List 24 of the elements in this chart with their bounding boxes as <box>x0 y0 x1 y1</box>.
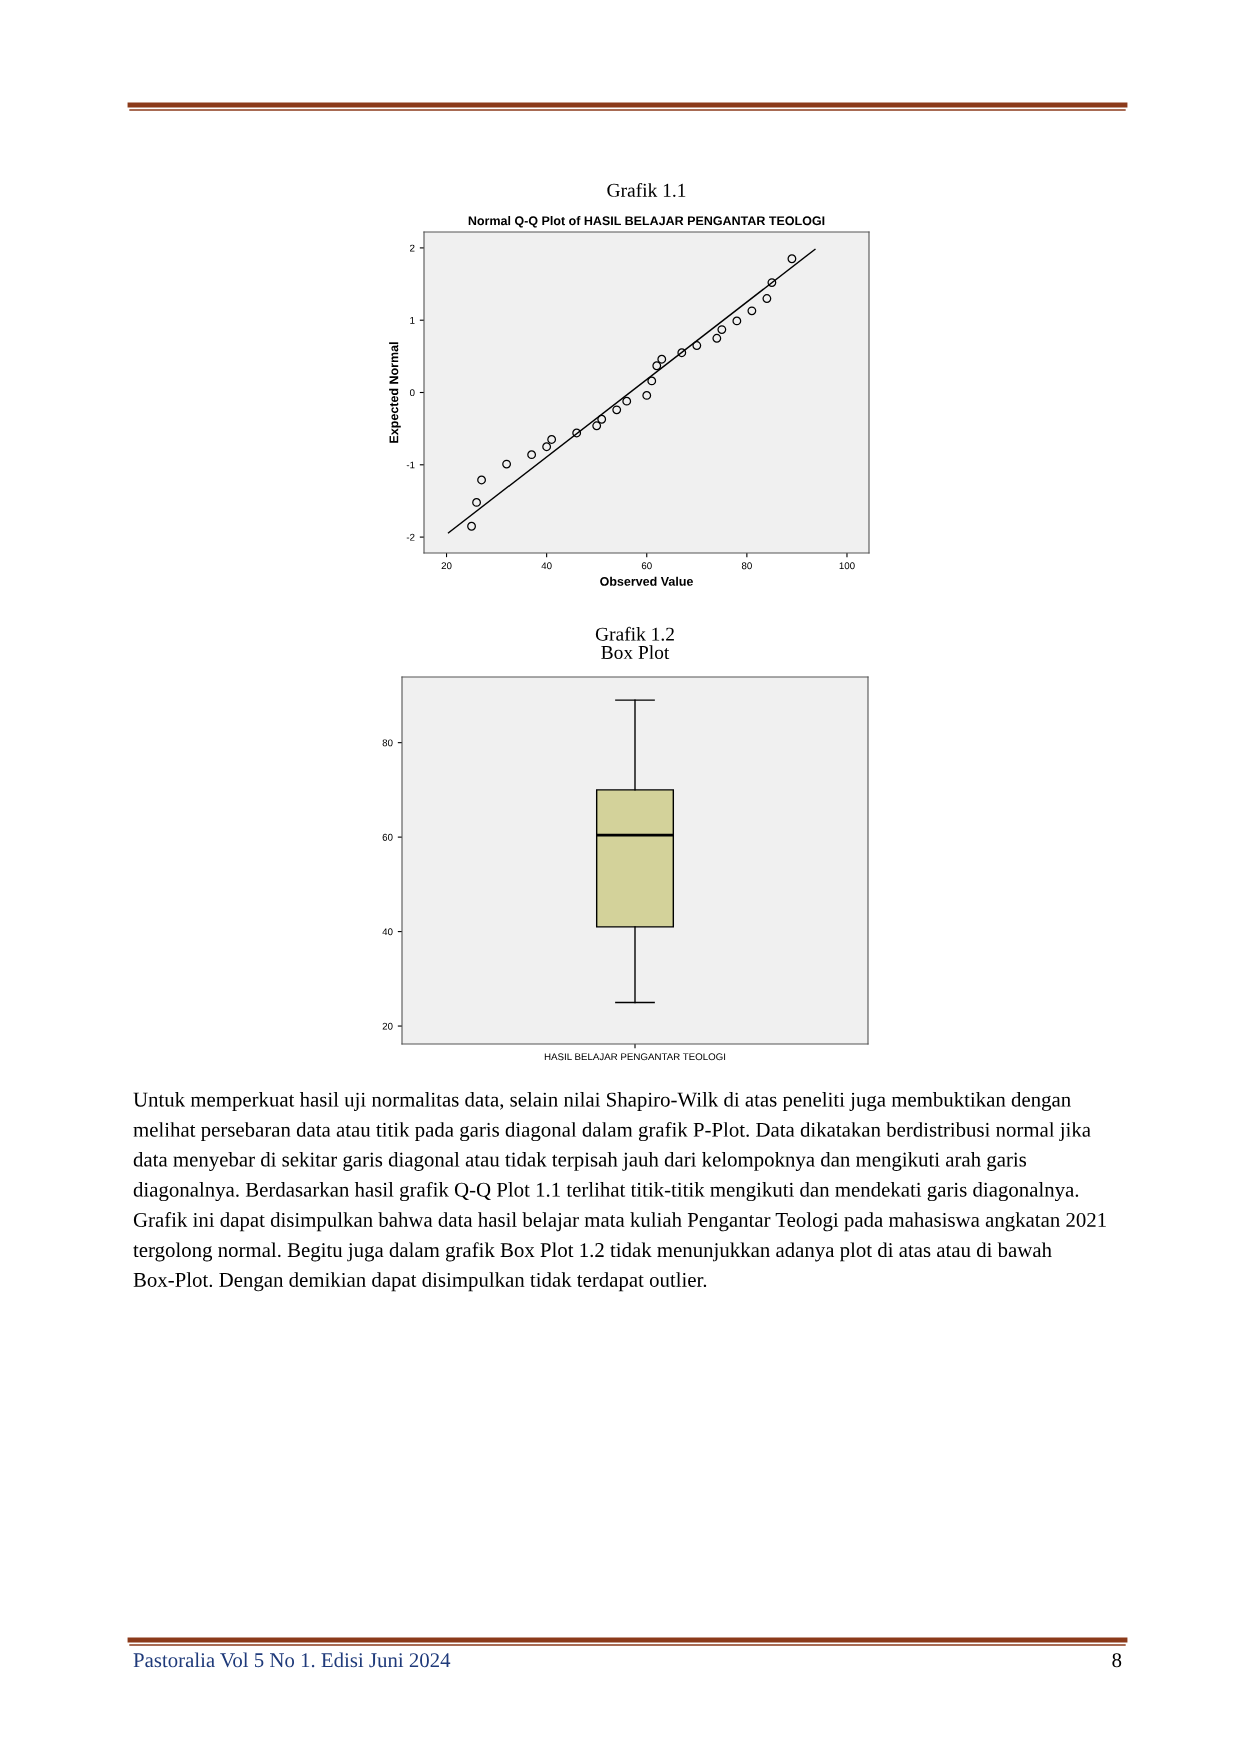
chart-subtitle: Box Plot <box>601 645 670 660</box>
x-tick-label: HASIL BELAJAR PENGANTAR TEOLOGI <box>544 1053 726 1061</box>
y-tick-label: 60 <box>382 833 393 841</box>
y-tick-label: 0 <box>409 389 415 397</box>
x-tick-label: 100 <box>839 562 855 570</box>
y-axis-title: Expected Normal <box>389 342 401 443</box>
x-axis-title: Observed Value <box>600 576 693 586</box>
text: Pastoralia Vol 5 No 1. Edisi Juni 2024 <box>133 1652 451 1668</box>
y-tick-label: 40 <box>382 928 393 936</box>
x-tick-label: 20 <box>441 562 452 570</box>
x-tick-label: 40 <box>541 562 552 570</box>
y-tick-label: 80 <box>382 739 393 747</box>
text: 8 <box>1112 1653 1122 1668</box>
chart-subtitle: Normal Q-Q Plot of HASIL BELAJAR PENGANTAR TEOLOGI <box>468 216 825 228</box>
x-tick-label: 60 <box>641 562 652 570</box>
chart-title: Grafik 1.1 <box>607 182 686 197</box>
chart-title: Grafik 1.2 <box>595 626 674 641</box>
x-tick-label: 80 <box>741 562 752 570</box>
y-tick-label: 20 <box>382 1022 393 1030</box>
y-tick-label: -2 <box>406 533 415 541</box>
y-tick-label: 1 <box>410 317 415 324</box>
y-tick-label: 2 <box>410 244 415 252</box>
y-tick-label: -1 <box>406 461 415 469</box>
text: Untuk memperkuat hasil uji normalitas data, selain nilai Shapiro-Wilk di atas peneliti juga membuktikan dengan melihat persebaran data atau titik pada garis diagonal dalam grafik P-Plot. Data dikatakan berdistribusi normal jika data menyebar di sekitar garis diagonal atau tidak terpisah jauh dari kelompoknya dan mengikuti arah garis diagonalnya. Berdasarkan hasil grafik Q-Q Plot 1.1 terlihat titik-titik mengikuti dan mendekati garis diagonalnya. Grafik ini dapat disimpulkan bahwa data hasil belajar mata kuliah Pengantar Teologi pada mahasiswa angkatan 2021 tergolong normal. Begitu juga dalam grafik Box Plot 1.2 tidak menunjukkan adanya plot di atas atau di bawah Box-Plot. Dengan demikian dapat disimpulkan tidak terdapat outlier. <box>133 1092 1106 1292</box>
